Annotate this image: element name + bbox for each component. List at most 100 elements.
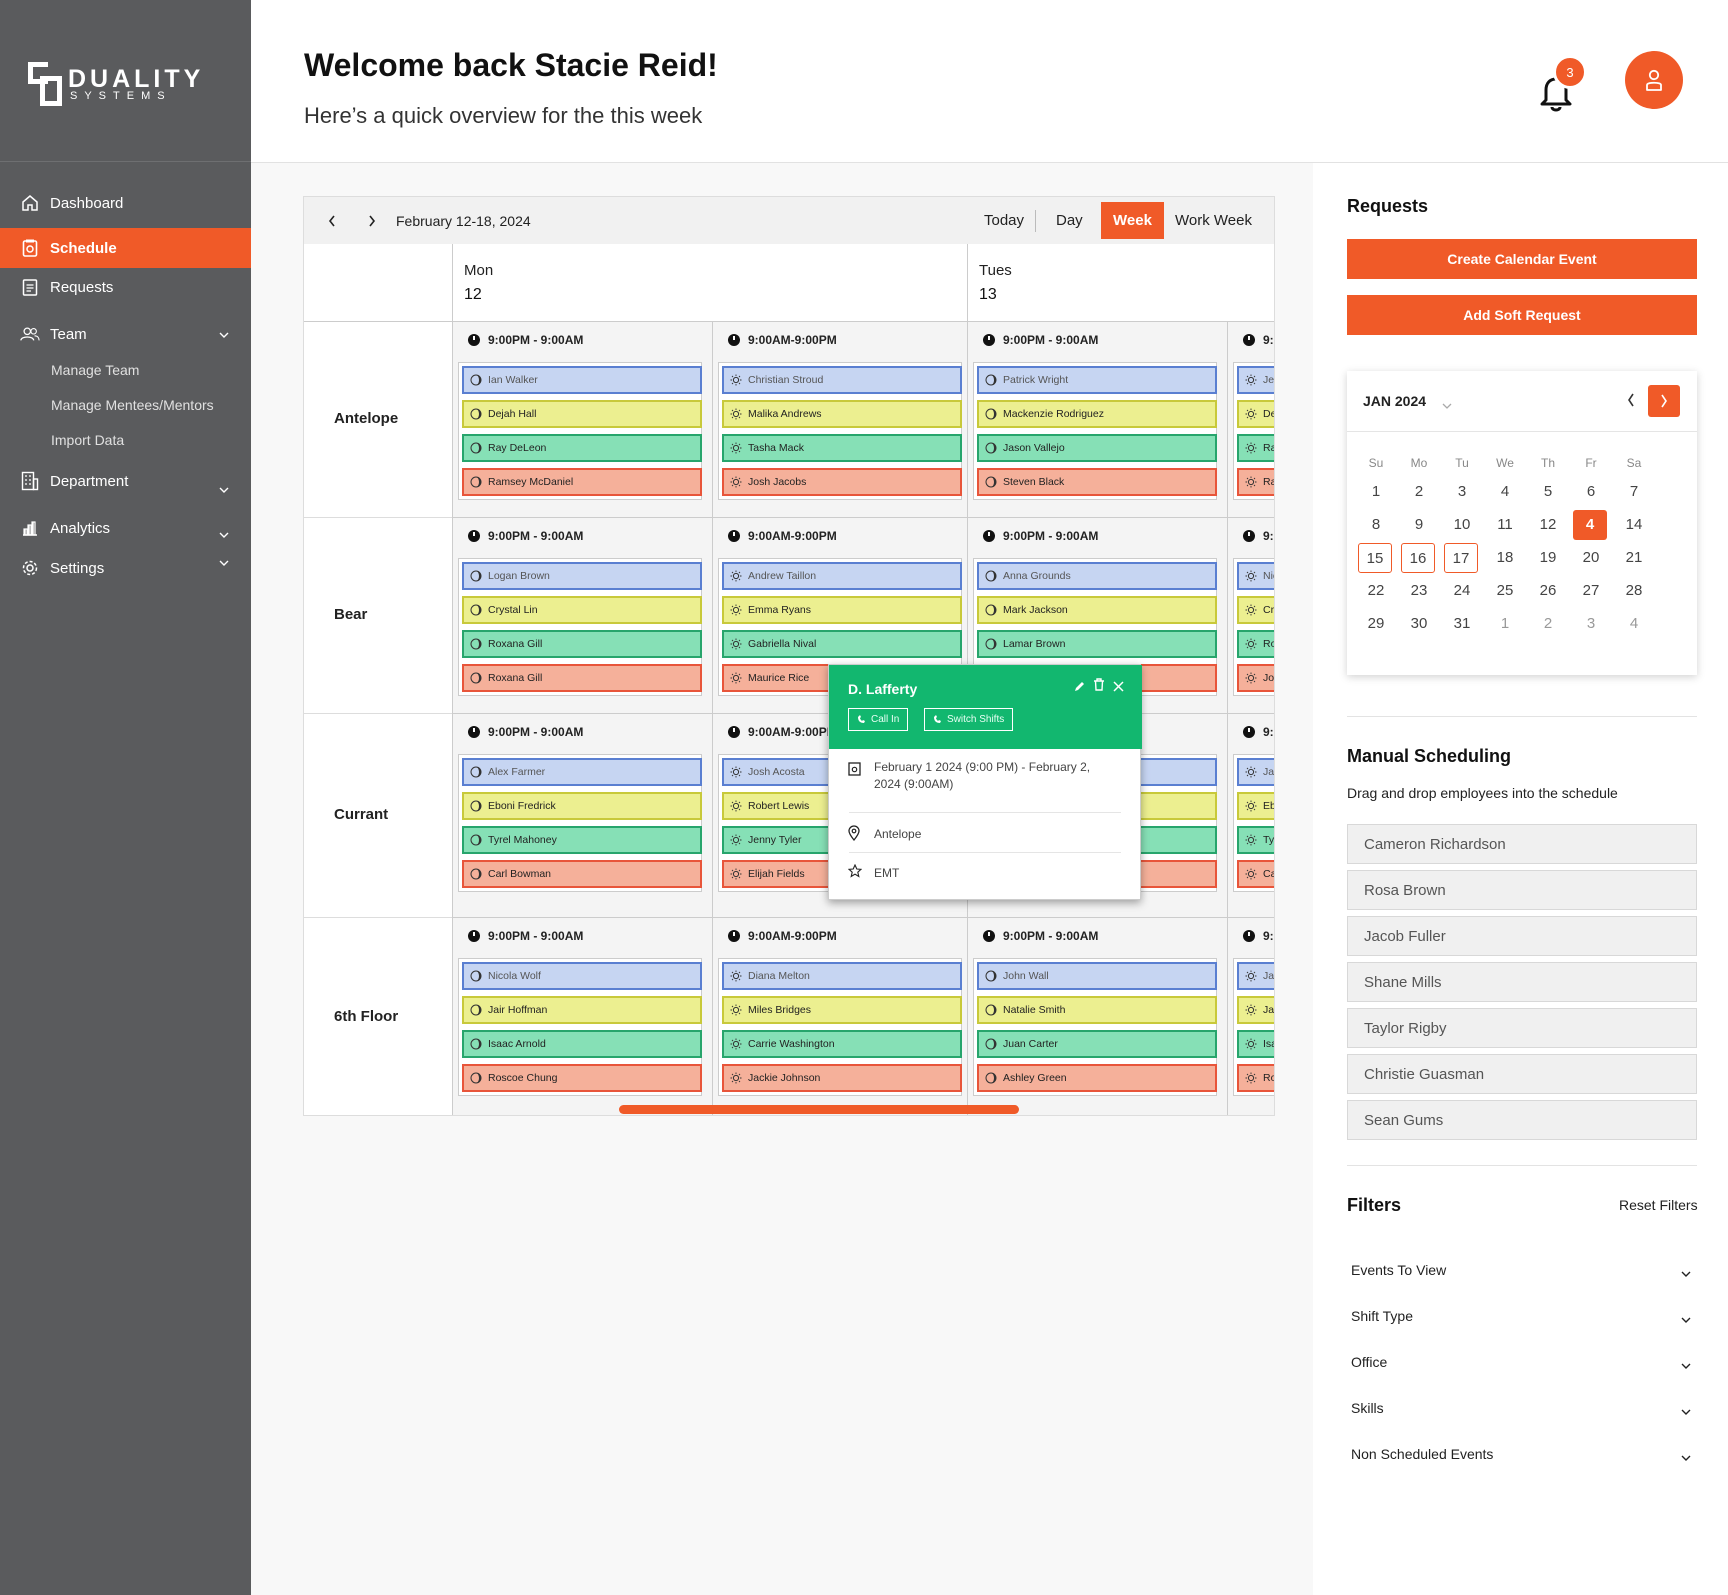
shift-entry[interactable]: Lamar Brown: [977, 630, 1217, 658]
filter-dropdown[interactable]: Shift Type: [1351, 1308, 1691, 1324]
next-week-icon[interactable]: [368, 197, 376, 244]
sidebar-item-schedule[interactable]: Schedule: [0, 228, 251, 268]
sidebar-subitem-manage-team[interactable]: Manage Team: [51, 362, 140, 378]
mini-calendar-day[interactable]: 16: [1401, 543, 1435, 573]
schedule-cell[interactable]: 9: Nic Cry Ro Jos: [1227, 518, 1274, 714]
mini-calendar-day[interactable]: 22: [1367, 582, 1385, 599]
shift-entry[interactable]: Cry: [1237, 596, 1274, 624]
schedule-cell[interactable]: 9: Jar Ebi Tyr Ca: [1227, 714, 1274, 918]
mini-calendar-day[interactable]: 5: [1543, 483, 1553, 500]
shift-entry[interactable]: Mackenzie Rodriguez: [977, 400, 1217, 428]
shift-entry[interactable]: Eboni Fredrick: [462, 792, 702, 820]
shift-entry[interactable]: Roxana Gill: [462, 630, 702, 658]
today-button[interactable]: Today: [984, 212, 1025, 229]
mini-calendar-month[interactable]: JAN 2024: [1363, 393, 1427, 409]
chevron-down-icon[interactable]: [219, 526, 229, 543]
filter-dropdown[interactable]: Events To View: [1351, 1262, 1691, 1278]
schedule-cell[interactable]: 9:00AM-9:00PM Christian Stroud Malika Andr…: [712, 322, 967, 518]
mini-calendar-day[interactable]: 3: [1586, 615, 1596, 632]
schedule-cell[interactable]: 9:00AM-9:00PM Diana Melton Miles Bridges Ca…: [712, 918, 967, 1115]
shift-entry[interactable]: Juan Carter: [977, 1030, 1217, 1058]
shift-entry[interactable]: Ramsey McDaniel: [462, 468, 702, 496]
day-view-button[interactable]: Day: [1056, 212, 1083, 229]
shift-entry[interactable]: Jai: [1237, 996, 1274, 1024]
switch-shifts-button[interactable]: Switch Shifts: [924, 708, 1014, 731]
mini-calendar-day[interactable]: 2: [1414, 483, 1424, 500]
mini-calendar-day[interactable]: 3: [1457, 483, 1467, 500]
shift-entry[interactable]: Alex Farmer: [462, 758, 702, 786]
mini-calendar-day[interactable]: 14: [1625, 516, 1643, 533]
shift-entry[interactable]: Andrew Taillon: [722, 562, 962, 590]
draggable-employee[interactable]: Cameron Richardson: [1347, 824, 1697, 864]
mini-calendar-day[interactable]: 4: [1573, 510, 1607, 540]
shift-entry[interactable]: Ashley Green: [977, 1064, 1217, 1092]
reset-filters-link[interactable]: Reset Filters: [1619, 1197, 1698, 1213]
mini-calendar-day[interactable]: 9: [1414, 516, 1424, 533]
schedule-cell[interactable]: 9:00PM - 9:00AM Alex Farmer Eboni Fredrick…: [452, 714, 712, 918]
shift-entry[interactable]: De: [1237, 400, 1274, 428]
schedule-cell[interactable]: 9:00PM - 9:00AM Ian Walker Dejah Hall Ray D…: [452, 322, 712, 518]
mini-calendar-day[interactable]: 20: [1582, 549, 1600, 566]
sidebar-item-team[interactable]: Team: [0, 314, 251, 354]
close-icon[interactable]: [1113, 679, 1124, 697]
next-month-button[interactable]: [1648, 385, 1680, 417]
mini-calendar-day[interactable]: 7: [1629, 483, 1639, 500]
shift-entry[interactable]: Diana Melton: [722, 962, 962, 990]
mini-calendar-day[interactable]: 6: [1586, 483, 1596, 500]
prev-week-icon[interactable]: [328, 197, 336, 244]
mini-calendar-day[interactable]: 4: [1629, 615, 1639, 632]
mini-calendar-day[interactable]: 17: [1444, 543, 1478, 573]
shift-entry[interactable]: Christian Stroud: [722, 366, 962, 394]
mini-calendar-day[interactable]: 11: [1497, 516, 1513, 533]
draggable-employee[interactable]: Taylor Rigby: [1347, 1008, 1697, 1048]
shift-entry[interactable]: Ray DeLeon: [462, 434, 702, 462]
shift-entry[interactable]: Jav: [1237, 962, 1274, 990]
sidebar-item-dashboard[interactable]: Dashboard: [0, 183, 251, 223]
shift-entry[interactable]: Ro: [1237, 1064, 1274, 1092]
shift-entry[interactable]: Steven Black: [977, 468, 1217, 496]
mini-calendar-day[interactable]: 27: [1582, 582, 1600, 599]
mini-calendar-day[interactable]: 21: [1625, 549, 1643, 566]
shift-entry[interactable]: Logan Brown: [462, 562, 702, 590]
create-calendar-event-button[interactable]: Create Calendar Event: [1347, 239, 1697, 279]
call-in-button[interactable]: Call In: [848, 708, 909, 731]
shift-entry[interactable]: Malika Andrews: [722, 400, 962, 428]
sidebar-subitem-import-data[interactable]: Import Data: [51, 432, 125, 448]
mini-calendar-day[interactable]: 2: [1543, 615, 1553, 632]
shift-entry[interactable]: Nicola Wolf: [462, 962, 702, 990]
shift-entry[interactable]: Ro: [1237, 630, 1274, 658]
shift-entry[interactable]: Crystal Lin: [462, 596, 702, 624]
mini-calendar-day[interactable]: 24: [1453, 582, 1471, 599]
draggable-employee[interactable]: Rosa Brown: [1347, 870, 1697, 910]
mini-calendar-day[interactable]: 1: [1500, 615, 1510, 632]
shift-entry[interactable]: Jason Vallejo: [977, 434, 1217, 462]
draggable-employee[interactable]: Christie Guasman: [1347, 1054, 1697, 1094]
shift-entry[interactable]: Isaac Arnold: [462, 1030, 702, 1058]
schedule-cell[interactable]: 9:00PM - 9:00AM Patrick Wright Mackenzie R…: [967, 322, 1227, 518]
prev-month-icon[interactable]: [1627, 393, 1635, 412]
shift-entry[interactable]: Carl Bowman: [462, 860, 702, 888]
shift-entry[interactable]: Dejah Hall: [462, 400, 702, 428]
draggable-employee[interactable]: Shane Mills: [1347, 962, 1697, 1002]
filter-dropdown[interactable]: Skills: [1351, 1400, 1691, 1416]
mini-calendar-day[interactable]: 19: [1539, 549, 1557, 566]
filter-dropdown[interactable]: Non Scheduled Events: [1351, 1446, 1691, 1462]
mini-calendar-day[interactable]: 15: [1358, 543, 1392, 573]
shift-entry[interactable]: Patrick Wright: [977, 366, 1217, 394]
shift-entry[interactable]: Jer: [1237, 366, 1274, 394]
chevron-down-icon[interactable]: [219, 554, 229, 571]
mini-calendar-day[interactable]: 12: [1539, 516, 1557, 533]
shift-entry[interactable]: Ca: [1237, 860, 1274, 888]
shift-entry[interactable]: Natalie Smith: [977, 996, 1217, 1024]
shift-entry[interactable]: Tyr: [1237, 826, 1274, 854]
mini-calendar-day[interactable]: 10: [1453, 516, 1471, 533]
chevron-down-icon[interactable]: [219, 326, 229, 343]
mini-calendar-day[interactable]: 18: [1496, 549, 1514, 566]
shift-entry[interactable]: Ian Walker: [462, 366, 702, 394]
mini-calendar-day[interactable]: 31: [1453, 615, 1471, 632]
shift-entry[interactable]: Josh Jacobs: [722, 468, 962, 496]
mini-calendar-day[interactable]: 28: [1625, 582, 1643, 599]
sidebar-item-settings[interactable]: Settings: [0, 548, 251, 588]
mini-calendar-day[interactable]: 29: [1367, 615, 1385, 632]
shift-entry[interactable]: Isa: [1237, 1030, 1274, 1058]
